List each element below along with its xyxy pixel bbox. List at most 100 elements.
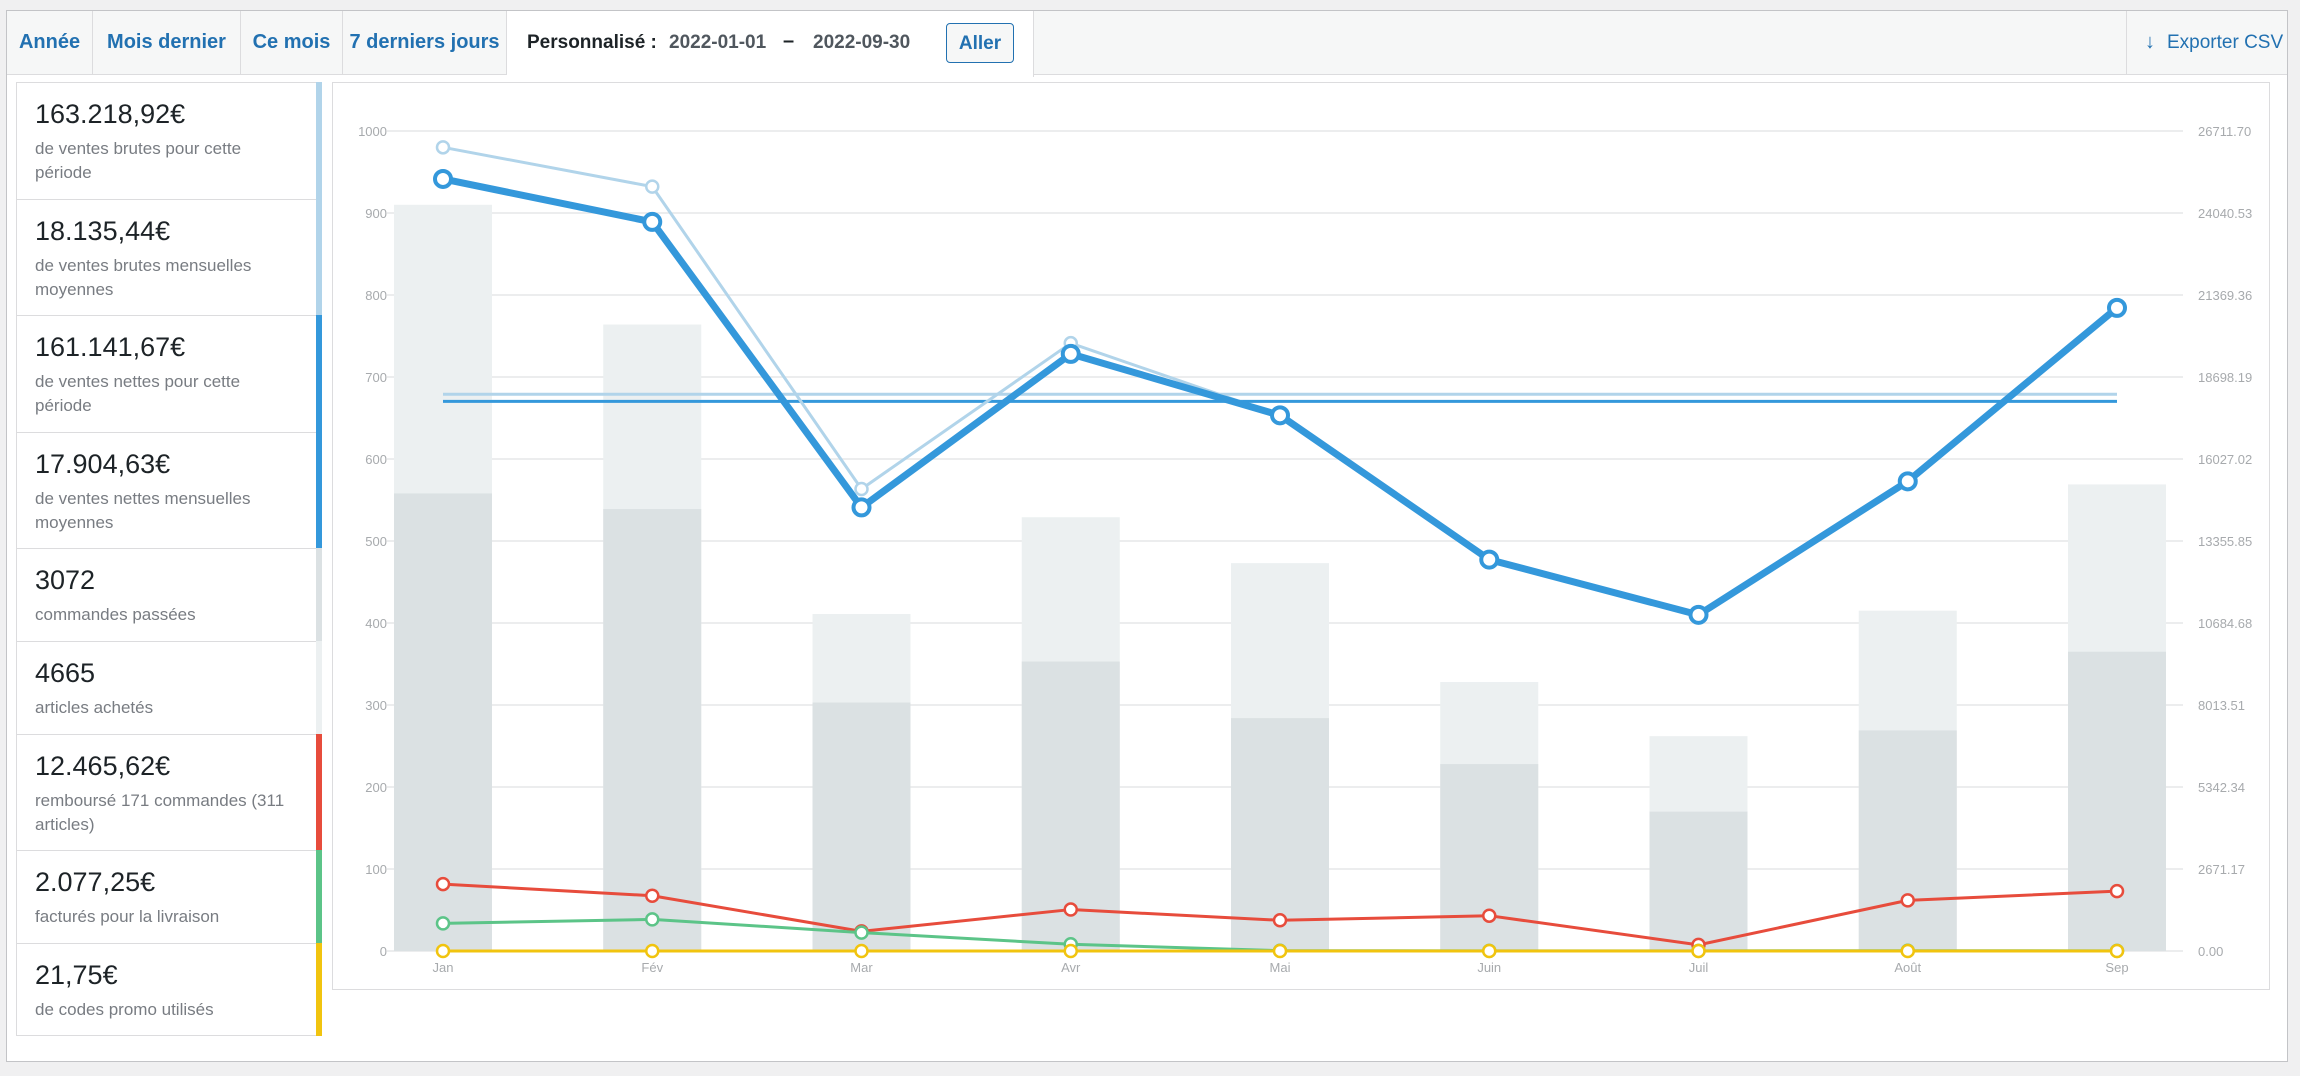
bar-items <box>812 702 911 951</box>
tab-year[interactable]: Année <box>7 11 93 74</box>
legend-color-bar <box>316 432 322 549</box>
x-tick-label: Sep <box>2105 960 2128 975</box>
legend-value: 18.135,44€ <box>35 216 171 246</box>
bar-items <box>1231 718 1329 951</box>
y-tick-label-left: 100 <box>365 862 387 877</box>
data-point <box>854 925 869 940</box>
x-tick-label: Juil <box>1689 960 1709 975</box>
legend-label: de codes promo utilisés <box>35 1000 214 1019</box>
legend-label: de ventes brutes mensuelles moyennes <box>35 256 252 299</box>
x-tick-label: Jan <box>433 960 454 975</box>
x-tick-label: Août <box>1894 960 1921 975</box>
legend-label: de ventes brutes pour cette période <box>35 139 242 182</box>
y-tick-label-left: 400 <box>365 616 387 631</box>
date-separator: – <box>783 30 795 52</box>
legend-value: 21,75€ <box>35 960 118 990</box>
legend-gross-monthly-avg[interactable]: 18.135,44€ de ventes brutes mensuelles m… <box>16 199 322 316</box>
data-point <box>435 916 451 931</box>
legend-refunds[interactable]: 12.465,62€ remboursé 171 commandes (311 … <box>16 734 322 851</box>
data-point <box>1897 471 1918 492</box>
y-tick-label-left: 900 <box>365 206 387 221</box>
tab-this-month[interactable]: Ce mois <box>241 11 343 74</box>
legend-orders[interactable]: 3072 commandes passées <box>16 548 322 642</box>
y-tick-label-left: 1000 <box>358 124 387 139</box>
y-tick-label-left: 300 <box>365 698 387 713</box>
y-tick-label-left: 600 <box>365 452 387 467</box>
export-csv-button[interactable]: ↓ Exporter CSV <box>2126 11 2287 74</box>
end-date-field[interactable]: 2022-09-30 <box>813 32 911 53</box>
legend-value: 4665 <box>35 658 96 688</box>
legend-value: 161.141,67€ <box>35 332 186 362</box>
data-point <box>1063 902 1078 917</box>
x-tick-label: Mar <box>850 960 873 975</box>
range-tab-bar: Année Mois dernier Ce mois 7 derniers jo… <box>7 11 2287 77</box>
y-tick-label-right: 16027.02 <box>2198 452 2252 467</box>
x-tick-label: Avr <box>1061 960 1081 975</box>
bar-items <box>1649 811 1748 951</box>
data-point <box>851 497 872 518</box>
sales-chart: 0 100 200 300 400 500 600 700 800 900 1000 0.00 2671… <box>358 124 2252 975</box>
data-point <box>645 943 660 959</box>
start-date-field[interactable]: 2022-01-01 <box>669 32 767 53</box>
data-point <box>433 168 453 189</box>
data-point <box>645 179 660 194</box>
legend-label: facturés pour la livraison <box>35 907 220 926</box>
y-tick-label-right: 10684.68 <box>2198 616 2252 631</box>
data-point <box>1482 943 1497 959</box>
legend-label: commandes passées <box>35 605 196 624</box>
legend-net-sales[interactable]: 161.141,67€ de ventes nettes pour cette … <box>16 315 322 433</box>
y-tick-label-right: 13355.85 <box>2198 534 2252 549</box>
y-tick-label-right: 26711.70 <box>2198 124 2251 139</box>
data-point <box>1482 908 1497 923</box>
data-point <box>1272 913 1288 928</box>
legend-net-monthly-avg[interactable]: 17.904,63€ de ventes nettes mensuelles m… <box>16 432 322 549</box>
chart-container: 0 100 200 300 400 500 600 700 800 900 1000 0.00 2671… <box>332 82 2270 990</box>
legend-gross-sales[interactable]: 163.218,92€ de ventes brutes pour cette … <box>16 82 322 200</box>
legend-value: 2.077,25€ <box>35 867 156 897</box>
legend-value: 3072 <box>35 565 96 595</box>
data-point <box>1900 943 1915 959</box>
tab-last-month[interactable]: Mois dernier <box>93 11 241 74</box>
y-tick-label-right: 18698.19 <box>2198 370 2252 385</box>
y-tick-label-left: 700 <box>365 370 387 385</box>
data-point <box>1063 943 1078 959</box>
y-tick-label-right: 21369.36 <box>2198 288 2252 303</box>
legend-label: de ventes nettes pour cette période <box>35 372 241 415</box>
legend-coupons[interactable]: 21,75€ de codes promo utilisés <box>16 943 322 1036</box>
legend-color-bar <box>316 641 322 735</box>
go-button[interactable]: Aller <box>946 23 1014 63</box>
data-point <box>435 140 451 155</box>
data-point <box>2109 883 2125 899</box>
data-point <box>645 912 660 927</box>
legend-color-bar <box>316 943 322 1036</box>
data-point <box>1688 604 1709 625</box>
data-point <box>642 211 663 232</box>
legend-value: 12.465,62€ <box>35 751 171 781</box>
y-tick-label-left: 800 <box>365 288 387 303</box>
data-point <box>2107 297 2127 318</box>
x-tick-label: Mai <box>1270 960 1291 975</box>
y-tick-label-right: 5342.34 <box>2198 780 2245 795</box>
bar-items <box>1858 730 1957 951</box>
data-point <box>435 876 451 892</box>
download-arrow-icon: ↓ <box>2145 31 2155 53</box>
data-point <box>1479 549 1500 570</box>
data-point <box>854 943 869 959</box>
y-tick-label-left: 200 <box>365 780 387 795</box>
x-tick-label: Juin <box>1477 960 1501 975</box>
data-point <box>1900 893 1915 908</box>
legend-color-bar <box>316 548 322 642</box>
y-tick-label-right: 0.00 <box>2198 944 2223 959</box>
y-tick-label-right: 2671.17 <box>2198 862 2245 877</box>
tab-custom-range: Personnalisé : 2022-01-01 – 2022-09-30 A… <box>507 11 1034 77</box>
data-point <box>645 888 660 903</box>
legend-label: articles achetés <box>35 698 154 717</box>
legend-items[interactable]: 4665 articles achetés <box>16 641 322 735</box>
y-tick-label-left: 500 <box>365 534 387 549</box>
legend-shipping[interactable]: 2.077,25€ facturés pour la livraison <box>16 850 322 944</box>
bar-items <box>394 493 492 951</box>
data-point <box>1272 943 1288 959</box>
tab-last-7-days[interactable]: 7 derniers jours <box>343 11 507 74</box>
bar-items <box>1440 764 1539 951</box>
legend-value: 17.904,63€ <box>35 449 171 479</box>
